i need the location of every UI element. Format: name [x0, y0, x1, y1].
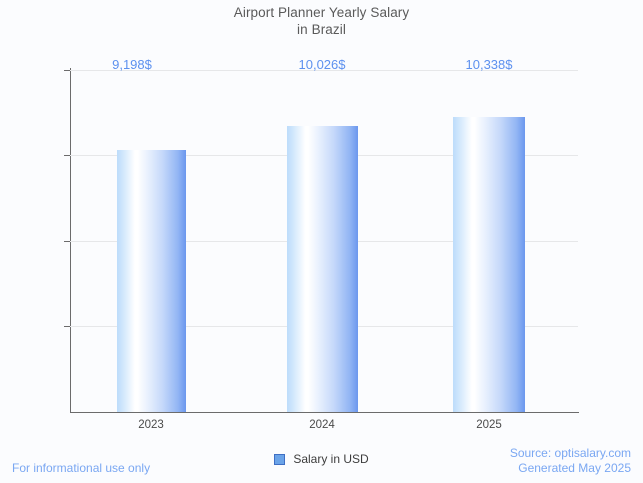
value-label-2024: 10,026$ — [298, 57, 346, 72]
x-axis-line — [70, 412, 579, 413]
x-tick-label-2024: 2024 — [309, 419, 335, 431]
chart-legend: Salary in USD — [0, 452, 643, 466]
plot-area: 12000 9000 6000 3000 — [64, 70, 578, 412]
value-label-2025: 10,338$ — [465, 57, 513, 72]
bar-2024 — [287, 126, 358, 412]
tick-mark-9000 — [64, 155, 70, 156]
y-axis-line — [70, 68, 71, 413]
disclaimer-text: For informational use only — [12, 461, 151, 475]
chart-title-line2: in Brazil — [297, 22, 346, 37]
bar-2025 — [453, 117, 525, 412]
value-label-2023: 9,198$ — [112, 57, 152, 72]
legend-swatch-salary-in-usd — [274, 453, 286, 465]
tick-mark-6000 — [64, 241, 70, 242]
chart-title: Airport Planner Yearly Salary in Brazil — [0, 4, 643, 38]
x-tick-label-2023: 2023 — [138, 419, 164, 431]
legend-label-salary-in-usd: Salary in USD — [293, 452, 369, 466]
generated-date-text: Generated May 2025 — [518, 461, 631, 475]
x-tick-label-2025: 2025 — [476, 419, 502, 431]
tick-mark-3000 — [64, 326, 70, 327]
source-attribution: Source: optisalary.com Generated May 202… — [510, 446, 631, 476]
gridline-12000: 12000 — [64, 70, 578, 71]
source-text: Source: optisalary.com — [509, 446, 631, 460]
bar-2023 — [117, 150, 186, 412]
chart-title-line1: Airport Planner Yearly Salary — [233, 5, 410, 20]
tick-mark-12000 — [64, 70, 70, 71]
